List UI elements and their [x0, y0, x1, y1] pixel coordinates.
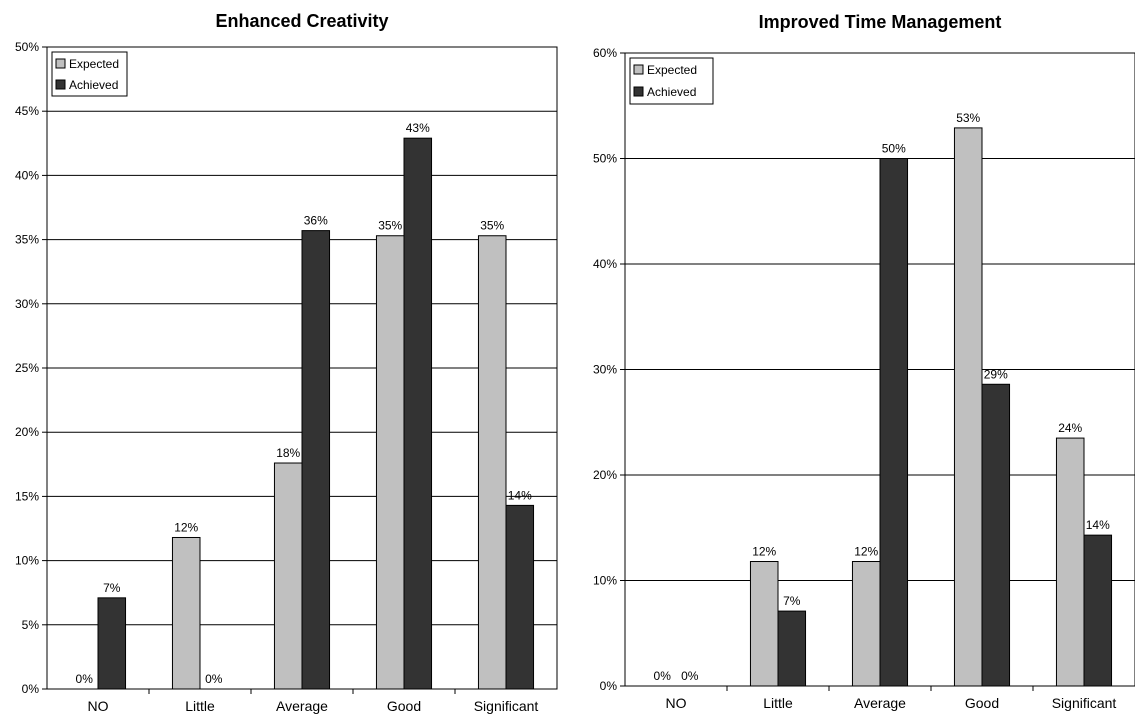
x-tick-label: Good — [965, 695, 999, 711]
y-tick-label: 25% — [15, 361, 39, 375]
x-tick-label: Significant — [474, 698, 539, 714]
data-label: 14% — [1086, 518, 1110, 532]
data-label: 50% — [882, 142, 906, 156]
y-tick-label: 20% — [593, 468, 617, 482]
bar-achieved — [97, 597, 127, 690]
bar-achieved — [777, 610, 807, 687]
y-tick-label: 60% — [593, 46, 617, 60]
data-label: 18% — [276, 446, 300, 460]
y-tick-label: 45% — [15, 104, 39, 118]
data-label: 0% — [681, 669, 699, 683]
data-label: 7% — [783, 594, 801, 608]
bar-achieved — [301, 230, 331, 690]
legend: Expected Achieved — [51, 51, 128, 97]
x-tick-label: Significant — [1052, 695, 1117, 711]
bar-expected — [749, 561, 779, 687]
bar-achieved — [981, 383, 1011, 687]
y-tick-label: 35% — [15, 233, 39, 247]
legend-swatch-expected — [55, 58, 66, 69]
data-label: 24% — [1058, 421, 1082, 435]
x-tick-label: NO — [88, 698, 109, 714]
data-label: 35% — [480, 219, 504, 233]
y-tick-label: 10% — [593, 574, 617, 588]
data-label: 12% — [752, 545, 776, 559]
y-tick-label: 15% — [15, 489, 39, 503]
y-tick-label: 0% — [600, 679, 618, 693]
x-tick-label: Little — [185, 698, 215, 714]
bar-achieved — [403, 137, 433, 690]
data-label: 29% — [984, 367, 1008, 381]
y-tick-label: 30% — [15, 297, 39, 311]
legend-label: Achieved — [647, 85, 696, 99]
legend-swatch-achieved — [633, 86, 644, 97]
y-tick-label: 30% — [593, 363, 617, 377]
legend: Expected Achieved — [629, 57, 714, 105]
legend-label: Achieved — [69, 78, 118, 92]
chart-2: 0% 10% 20% 30% 40% 50% 60% NO 0% 0% Little 12% 7% Ave… — [593, 12, 1135, 711]
bar-expected — [851, 561, 881, 687]
y-tick-label: 50% — [593, 152, 617, 166]
bar-expected — [171, 536, 201, 690]
x-tick-label: Good — [387, 698, 421, 714]
y-tick-label: 10% — [15, 554, 39, 568]
bar-achieved — [505, 504, 535, 690]
x-tick-label: Little — [763, 695, 793, 711]
x-tick-label: NO — [666, 695, 687, 711]
y-tick-label: 40% — [15, 168, 39, 182]
y-tick-label: 5% — [22, 618, 40, 632]
legend-label: Expected — [69, 57, 119, 71]
y-tick-label: 40% — [593, 257, 617, 271]
data-label: 36% — [304, 214, 328, 228]
data-label: 12% — [854, 545, 878, 559]
data-label: 0% — [654, 669, 672, 683]
chart-title: Enhanced Creativity — [215, 11, 388, 31]
bar-achieved — [1083, 534, 1113, 687]
legend-swatch-expected — [633, 64, 644, 75]
bar-achieved — [879, 158, 909, 687]
legend-swatch-achieved — [55, 79, 66, 90]
bar-expected — [1055, 437, 1085, 687]
chart-title: Improved Time Management — [759, 12, 1002, 32]
bar-expected — [953, 127, 983, 687]
data-label: 53% — [956, 111, 980, 125]
legend-label: Expected — [647, 63, 697, 77]
legend-box — [629, 57, 714, 105]
data-label: 12% — [174, 520, 198, 534]
data-label: 35% — [378, 219, 402, 233]
y-tick-label: 20% — [15, 425, 39, 439]
x-tick-label: Average — [854, 695, 906, 711]
data-label: 14% — [508, 488, 532, 502]
bar-expected — [375, 235, 405, 690]
bar-expected — [477, 235, 507, 690]
x-tick-label: Average — [276, 698, 328, 714]
bar-expected — [273, 462, 303, 690]
y-tick-label: 50% — [15, 40, 39, 54]
data-label: 43% — [406, 121, 430, 135]
y-tick-label: 0% — [22, 682, 40, 696]
chart-1: 0% 5% 10% 15% 20% 25% 30% 35% 40% 45% 50% NO 0% 7% Lit… — [15, 11, 558, 714]
data-label: 0% — [76, 672, 94, 686]
data-label: 0% — [205, 672, 223, 686]
data-label: 7% — [103, 581, 121, 595]
